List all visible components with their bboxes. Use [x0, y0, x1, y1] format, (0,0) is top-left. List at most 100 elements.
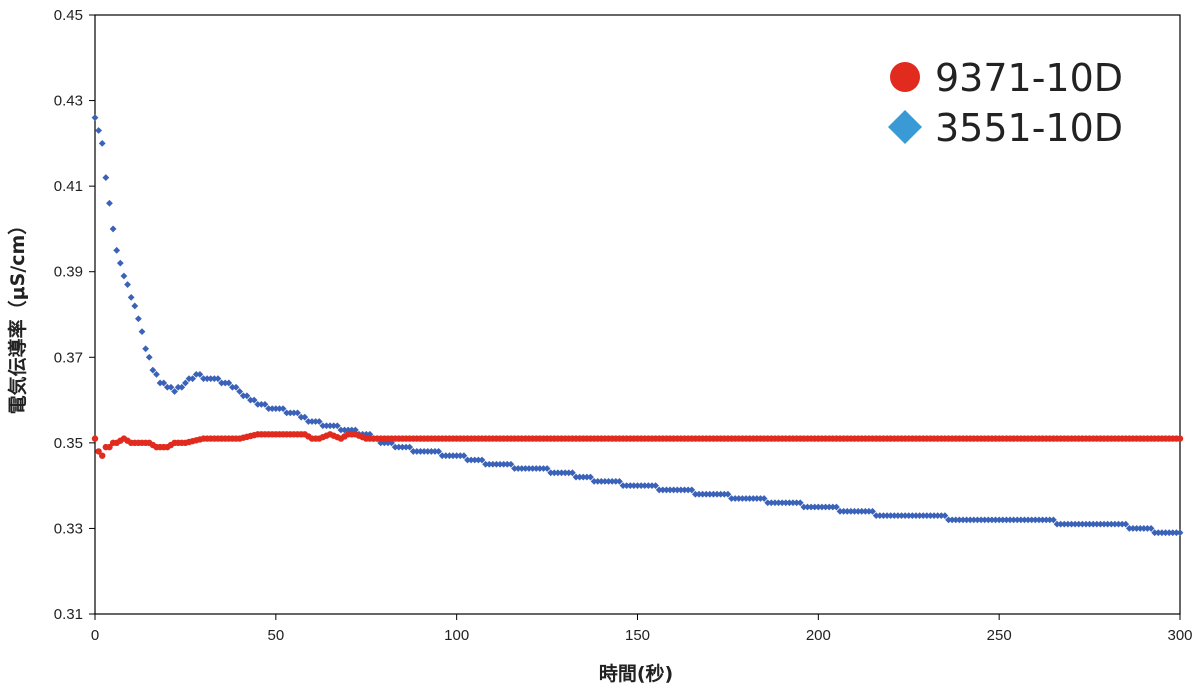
- data-point: [178, 383, 186, 391]
- data-point: [923, 512, 931, 519]
- data-point: [449, 452, 457, 460]
- y-axis-label: 電気伝導率（μS/cm）: [6, 216, 29, 415]
- data-point: [1176, 435, 1184, 442]
- data-point: [453, 452, 461, 460]
- x-tick-label: 300: [1167, 627, 1192, 644]
- data-point: [232, 383, 240, 391]
- data-point: [276, 405, 283, 413]
- data-point: [131, 302, 139, 310]
- data-point: [514, 465, 522, 472]
- data-point: [673, 486, 681, 494]
- data-point: [804, 503, 811, 511]
- data-point: [221, 379, 229, 387]
- data-point: [540, 465, 547, 472]
- data-point: [952, 516, 960, 524]
- data-point: [984, 516, 992, 524]
- data-point: [927, 512, 934, 519]
- data-point: [706, 490, 714, 498]
- data-point: [659, 486, 667, 494]
- data-point: [608, 477, 616, 485]
- data-point: [464, 456, 471, 464]
- data-point: [192, 371, 200, 378]
- data-point: [1035, 516, 1043, 524]
- data-point: [200, 375, 207, 383]
- data-point: [898, 512, 905, 519]
- data-point: [214, 375, 222, 383]
- data-point: [905, 512, 913, 519]
- data-point: [988, 516, 996, 524]
- data-point: [666, 486, 674, 494]
- data-point: [851, 507, 858, 515]
- data-point: [1068, 520, 1075, 528]
- data-point: [731, 495, 739, 502]
- data-point: [1172, 529, 1180, 537]
- data-point: [207, 375, 215, 383]
- data-point: [558, 469, 565, 477]
- data-point: [297, 413, 305, 421]
- data-point: [919, 512, 927, 519]
- data-point: [648, 482, 656, 490]
- data-point: [1176, 529, 1184, 537]
- data-point: [916, 512, 923, 519]
- data-point: [1140, 525, 1148, 532]
- series-blue: [91, 114, 1184, 537]
- data-point: [789, 499, 797, 507]
- data-point: [605, 477, 612, 485]
- data-point: [319, 422, 327, 430]
- data-point: [362, 430, 370, 438]
- data-point: [890, 512, 898, 519]
- data-point: [880, 512, 887, 519]
- data-point: [1144, 525, 1151, 532]
- data-point: [713, 490, 721, 498]
- data-point: [532, 465, 540, 472]
- data-point: [670, 486, 678, 494]
- data-point: [511, 465, 518, 472]
- data-point: [992, 516, 999, 524]
- data-point: [767, 499, 775, 507]
- data-point: [95, 448, 102, 455]
- data-point: [974, 516, 981, 524]
- data-point: [257, 400, 265, 408]
- data-point: [210, 375, 218, 383]
- data-point: [934, 512, 942, 519]
- data-point: [1057, 520, 1065, 528]
- data-point: [153, 371, 160, 378]
- data-point: [456, 452, 464, 460]
- data-point: [106, 443, 113, 451]
- data-point: [294, 409, 301, 417]
- data-point: [641, 482, 649, 490]
- data-point: [1129, 525, 1137, 532]
- data-point: [724, 490, 732, 498]
- data-point: [185, 375, 193, 383]
- data-point: [775, 499, 782, 507]
- y-tick-label: 0.39: [54, 264, 83, 281]
- data-point: [482, 460, 489, 468]
- data-point: [478, 456, 486, 464]
- data-point: [894, 512, 902, 519]
- data-point: [406, 443, 414, 451]
- data-point: [127, 293, 135, 301]
- data-point: [937, 512, 945, 519]
- data-point: [1078, 520, 1086, 528]
- data-point: [963, 516, 971, 524]
- data-point: [399, 443, 406, 451]
- data-point: [861, 507, 869, 515]
- data-point: [1151, 529, 1159, 537]
- data-point: [116, 259, 124, 267]
- data-point: [561, 469, 569, 477]
- data-point: [876, 512, 884, 519]
- x-tick-label: 250: [987, 627, 1012, 644]
- data-point: [995, 516, 1003, 524]
- data-point: [699, 490, 706, 498]
- data-point: [91, 114, 99, 122]
- data-point: [970, 516, 978, 524]
- data-point: [182, 379, 189, 387]
- data-point: [272, 405, 280, 413]
- data-point: [782, 499, 790, 507]
- data-point: [413, 448, 421, 455]
- data-point: [771, 499, 779, 507]
- data-point: [91, 435, 99, 442]
- data-point: [1013, 516, 1021, 524]
- data-point: [1053, 520, 1061, 528]
- data-point: [634, 482, 641, 490]
